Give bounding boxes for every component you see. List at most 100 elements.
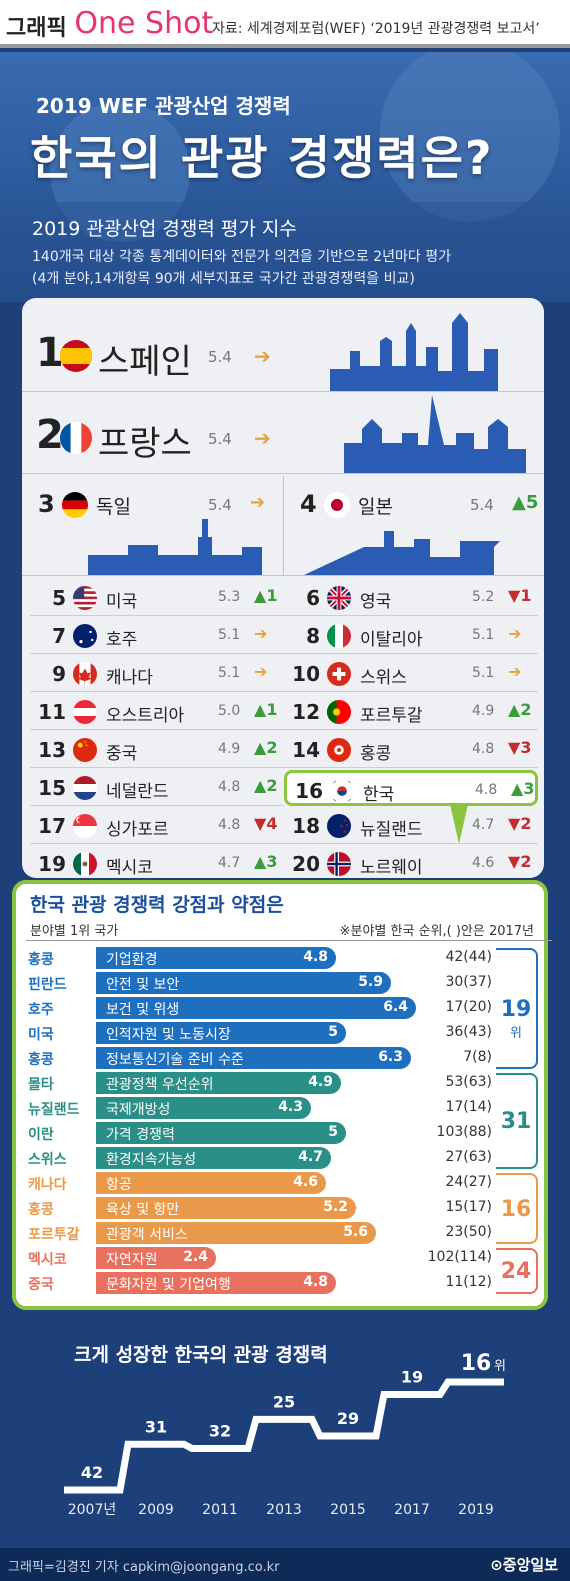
korea-flag-icon (330, 779, 354, 803)
value-label: 32 (209, 1421, 231, 1440)
trend-value: 2 (520, 814, 532, 833)
footer: 그래픽=김경진 기자 capkim@joongang.co.kr ⊙중앙일보 (0, 1548, 570, 1581)
france-skyline-icon (344, 395, 526, 473)
rank-2-row: 2 프랑스 5.4 ➔ (22, 394, 544, 474)
rank-14-row: 14 홍콩 4.8 ▼3 (284, 732, 538, 768)
rank-number: 20 (292, 852, 320, 876)
category-label: 인적자원 및 노동시장 (106, 1027, 231, 1043)
category-label: 관광정책 우선순위 (106, 1077, 214, 1093)
trend-value: 1 (266, 586, 278, 605)
rank-5-row: 5 미국 5.3 ▲1 (30, 580, 284, 616)
trend-value: 2 (520, 852, 532, 871)
group-unit: 위 (510, 1025, 522, 1041)
korea-rank: 7(8) (463, 1049, 492, 1065)
value-bar: 관광객 서비스 5.6 (96, 1222, 376, 1244)
value-bar: 안전 및 보안 5.9 (96, 972, 391, 994)
value-bar: 인적자원 및 노동시장 5 (96, 1022, 346, 1044)
top-country: 몰타 (28, 1077, 54, 1093)
value-label: 16 (461, 1351, 492, 1376)
strength-row: 호주 보건 및 위생 6.4 17(20) (16, 996, 546, 1020)
country-name: 멕시코 (106, 858, 153, 878)
country-score: 5.1 (218, 627, 241, 643)
korea-rank: 36(43) (445, 1024, 492, 1040)
trend-value: 2 (266, 738, 278, 757)
category-label: 환경지속가능성 (106, 1152, 197, 1168)
usa-flag-icon (73, 586, 97, 610)
rank-number: 4 (300, 490, 317, 518)
value-label: 25 (273, 1392, 295, 1411)
trend-down-icon: ▼4 (254, 814, 278, 833)
korea-rank: 11(12) (445, 1274, 492, 1290)
strength-row: 멕시코 자연자원 2.4 102(114) (16, 1246, 546, 1270)
arrow-right-icon: ➔ (254, 344, 271, 368)
strength-row: 이란 가격 경쟁력 5 103(88) (16, 1121, 546, 1145)
rank-15-row: 15 네덜란드 4.8 ▲2 (30, 770, 284, 806)
category-value: 5.2 (323, 1199, 348, 1215)
arrow-right-icon: ➔ (254, 624, 268, 643)
trend-value: 2 (266, 776, 278, 795)
country-score: 4.9 (218, 741, 241, 757)
italy-flag-icon (327, 624, 351, 648)
rank-3-row: 3 독일 5.4 ➔ (22, 476, 283, 576)
value-bar: 환경지속가능성 4.7 (96, 1147, 331, 1169)
country-name: 노르웨이 (360, 858, 423, 878)
country-score: 5.4 (470, 496, 494, 514)
trend-value: 3 (520, 738, 532, 757)
hero-subtitle: 2019 WEF 관광산업 경쟁력 (36, 94, 291, 118)
strength-row: 핀란드 안전 및 보안 5.9 30(37) (16, 971, 546, 995)
x-tick-label: 2007년 (68, 1502, 117, 1518)
category-label: 관광객 서비스 (106, 1227, 188, 1243)
korea-rank: 17(20) (445, 999, 492, 1015)
country-name: 일본 (358, 496, 393, 518)
top-country: 홍콩 (28, 1052, 54, 1068)
strengths-title: 한국 관광 경쟁력 강점과 약점은 (30, 894, 284, 916)
rank-17-row: 17 싱가포르 4.8 ▼4 (30, 808, 284, 844)
x-tick-label: 2019 (458, 1502, 494, 1518)
top-country: 홍콩 (28, 952, 54, 968)
category-label: 국제개방성 (106, 1102, 171, 1118)
rank-19-row: 19 멕시코 4.7 ▲3 (30, 846, 284, 882)
rank-number: 11 (38, 700, 66, 724)
category-value: 4.6 (293, 1174, 318, 1190)
category-value: 4.3 (278, 1099, 303, 1115)
strength-row: 포르투갈 관광객 서비스 5.6 23(50) (16, 1221, 546, 1245)
top-country: 멕시코 (28, 1252, 67, 1268)
strength-row: 홍콩 기업환경 4.8 42(44) (16, 946, 546, 970)
x-tick-label: 2009 (138, 1502, 174, 1518)
country-name: 이탈리아 (360, 630, 423, 650)
section-heading: 2019 관광산업 경쟁력 평가 지수 (32, 218, 297, 240)
source-text: 자료: 세계경제포럼(WEF) ‘2019년 관광경쟁력 보고서’ (212, 21, 540, 37)
group-2-rank: 31 (496, 1073, 538, 1169)
korea-rank: 24(27) (445, 1174, 492, 1190)
value-label: 19 (401, 1367, 423, 1386)
korea-pointer (450, 804, 468, 844)
rank-number: 15 (38, 776, 66, 800)
category-label: 육상 및 항만 (106, 1202, 180, 1218)
switzerland-flag-icon (327, 662, 351, 686)
portugal-flag-icon (327, 700, 351, 724)
country-name: 오스트리아 (106, 706, 185, 726)
rank-number: 9 (52, 662, 66, 686)
country-name: 프랑스 (98, 424, 192, 464)
country-name: 스페인 (98, 342, 192, 382)
strengths-panel: 한국 관광 경쟁력 강점과 약점은 분야별 1위 국가 ※분야별 한국 순위,(… (12, 880, 552, 1310)
group-rank: 16 (500, 1196, 532, 1222)
strength-row: 캐나다 항공 4.6 24(27) (16, 1171, 546, 1195)
growth-line (64, 1378, 504, 1494)
country-name: 홍콩 (360, 744, 392, 764)
header-divider (26, 940, 552, 941)
category-label: 안전 및 보안 (106, 977, 180, 993)
country-name: 네덜란드 (106, 782, 169, 802)
group-1-rank: 19 위 (496, 948, 538, 1069)
category-value: 5 (328, 1024, 338, 1040)
korea-rank: 30(37) (445, 974, 492, 990)
trend-down-icon: ▼1 (508, 586, 532, 605)
ranking-panel: 1 스페인 5.4 ➔ 2 프랑스 5.4 ➔ 3 독일 5.4 ➔ 4 일본 … (22, 298, 544, 882)
top-country: 중국 (28, 1277, 54, 1293)
top-country: 홍콩 (28, 1202, 54, 1218)
rank-number: 12 (292, 700, 320, 724)
trend-up-icon: ▲3 (254, 852, 278, 871)
trend-value: 2 (520, 700, 532, 719)
header: 그래픽 One Shot 자료: 세계경제포럼(WEF) ‘2019년 관광경쟁… (0, 0, 570, 48)
rank-number: 8 (306, 624, 320, 648)
